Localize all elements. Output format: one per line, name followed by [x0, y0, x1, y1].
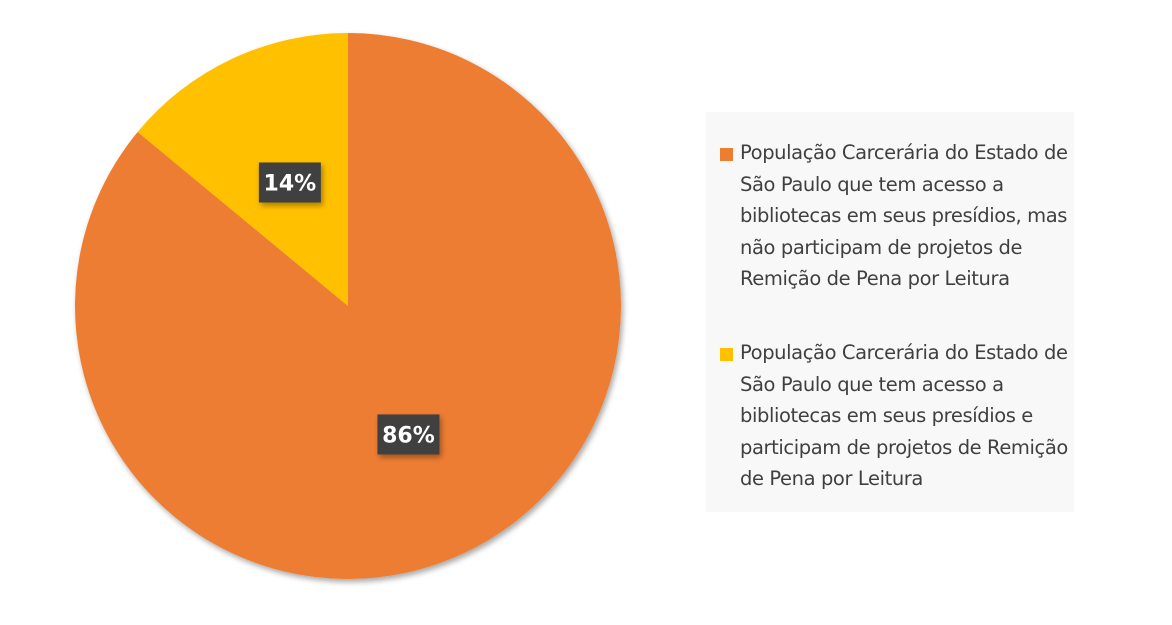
legend-label-2: População Carcerária do Estado de São Pa… [740, 341, 1068, 490]
pie-slice-1 [74, 33, 621, 580]
data-label-2: 14% [258, 162, 321, 203]
pie-chart: 86% 14% [74, 33, 621, 580]
legend-swatch-2 [720, 348, 733, 361]
data-label-box-1 [377, 414, 440, 455]
data-label-text-2: 14% [264, 171, 317, 196]
legend: População Carcerária do Estado de São Pa… [706, 112, 1074, 512]
data-label-box-2 [258, 162, 321, 203]
legend-label-1: População Carcerária do Estado de São Pa… [740, 141, 1068, 290]
legend-swatch-1 [720, 148, 733, 161]
data-label-text-1: 86% [382, 423, 435, 448]
pie-slice-2 [137, 33, 348, 306]
data-label-1: 86% [377, 414, 440, 455]
